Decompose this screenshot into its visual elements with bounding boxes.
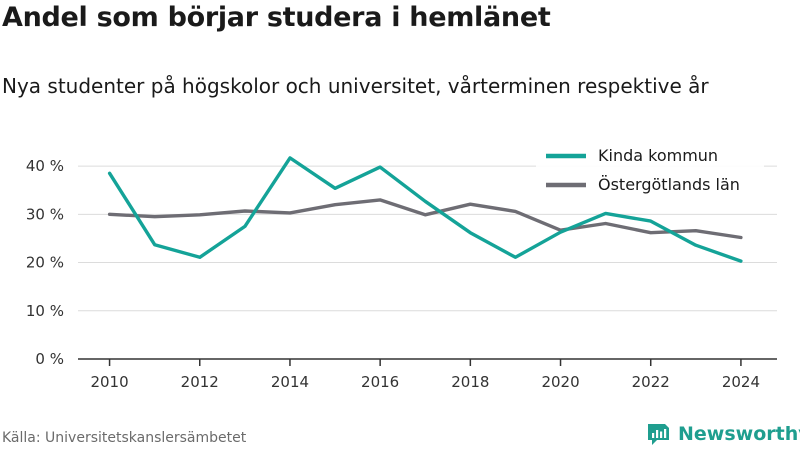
chart-subtitle: Nya studenter på högskolor och universit… <box>2 74 709 98</box>
legend-box <box>536 140 764 202</box>
brand-logo: Newsworthy <box>645 420 800 448</box>
y-tick-label: 40 % <box>26 157 64 175</box>
series-line-kinda-kommun <box>107 156 743 263</box>
newsworthy-logo-icon <box>648 424 669 445</box>
x-tick-label: 2012 <box>181 373 219 391</box>
x-tick-label: 2010 <box>90 373 128 391</box>
x-tick-label: 2018 <box>451 373 489 391</box>
series-line-ostergotlands-lan <box>107 198 743 240</box>
x-tick-label: 2020 <box>541 373 579 391</box>
x-tick-label: 2014 <box>271 373 309 391</box>
y-tick-label: 30 % <box>26 205 64 223</box>
legend-label: Kinda kommun <box>598 146 718 165</box>
x-tick-label: 2022 <box>632 373 670 391</box>
chart-title: Andel som börjar studera i hemlänet <box>2 2 551 33</box>
source-note: Källa: Universitetskanslersämbetet <box>2 430 247 446</box>
brand-name: Newsworthy <box>678 423 800 445</box>
legend-label: Östergötlands län <box>598 175 740 194</box>
y-tick-label: 0 % <box>35 350 64 368</box>
x-tick-label: 2024 <box>722 373 760 391</box>
y-tick-label: 20 % <box>26 254 64 272</box>
y-tick-label: 10 % <box>26 302 64 320</box>
x-tick-label: 2016 <box>361 373 399 391</box>
